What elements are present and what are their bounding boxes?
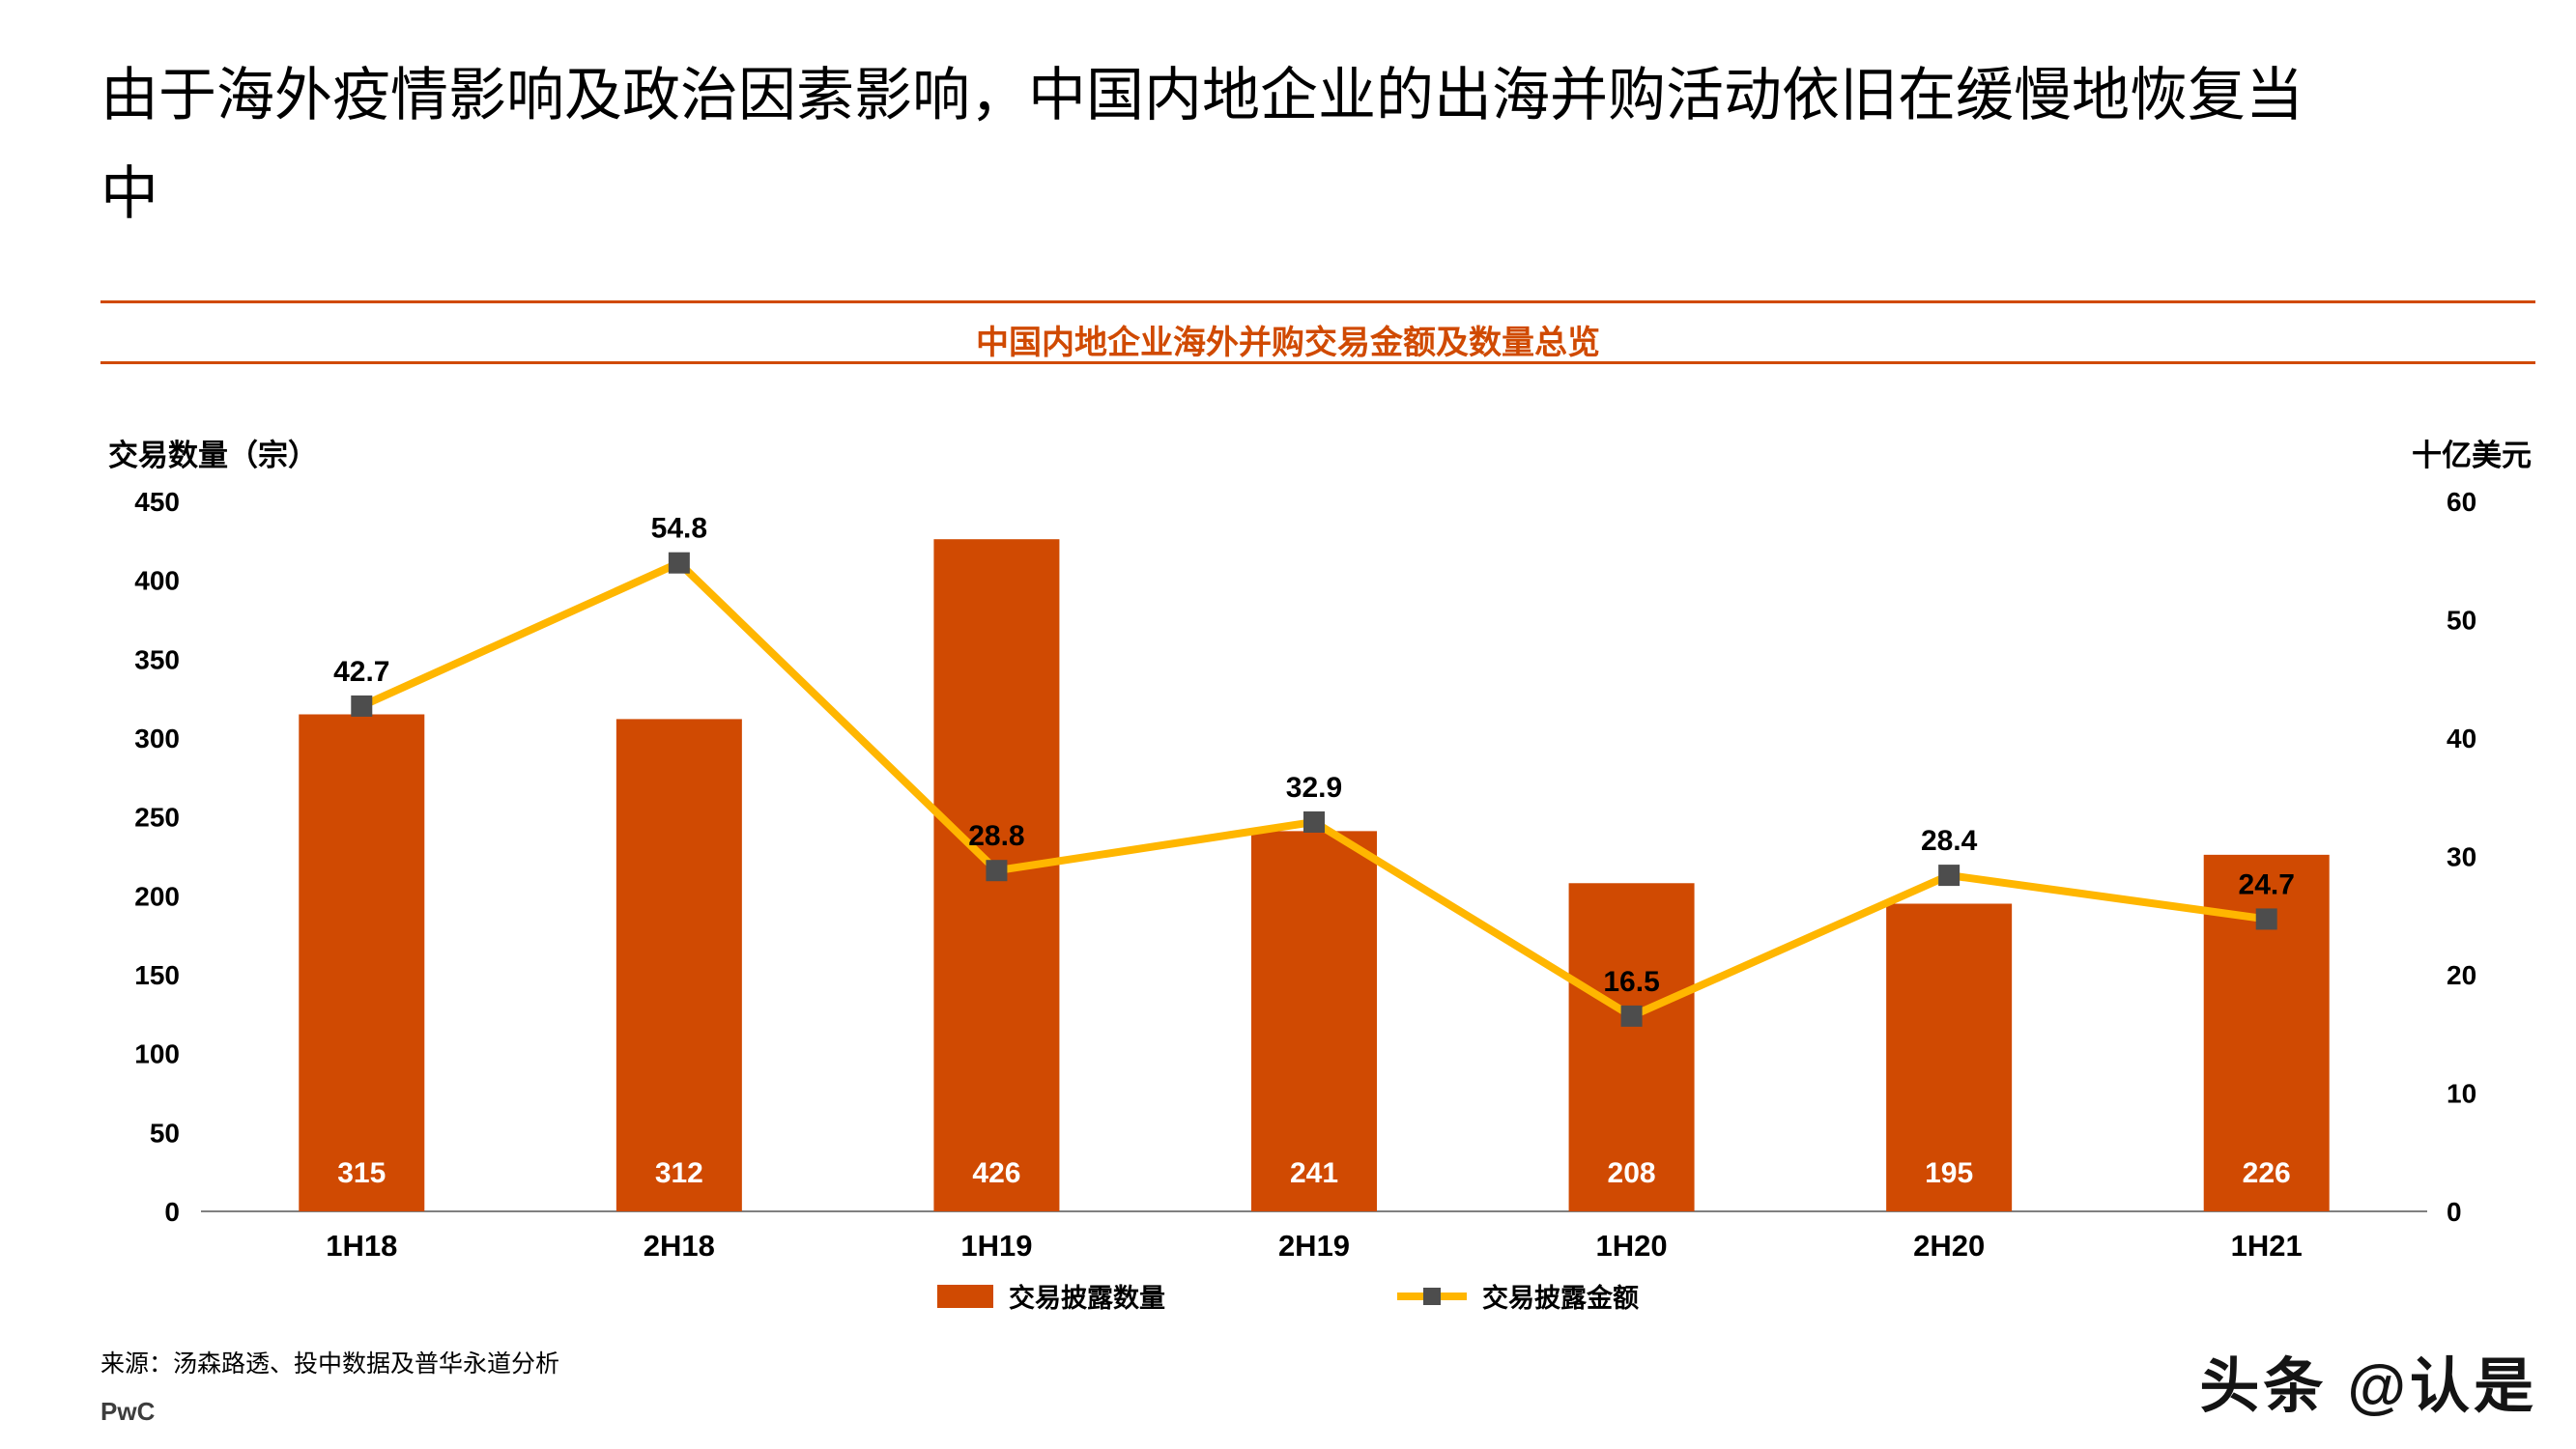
- bar-1H20: [1568, 883, 1695, 1211]
- x-category-label: 2H20: [1913, 1229, 1985, 1263]
- marker-1H20: [1620, 1005, 1643, 1027]
- x-category-label: 1H18: [326, 1229, 397, 1263]
- source-note: 来源：汤森路透、投中数据及普华永道分析: [100, 1350, 560, 1378]
- line-legend-swatch: [1397, 1287, 1467, 1305]
- left-axis-tick: 50: [150, 1118, 180, 1148]
- x-category-label: 1H21: [2231, 1229, 2303, 1263]
- pwc-logo: PwC: [100, 1397, 156, 1426]
- page-title: 由于海外疫情影响及政治因素影响，中国内地企业的出海并购活动依旧在缓慢地恢复当中: [100, 64, 2304, 226]
- divider-top: [100, 300, 2535, 303]
- x-category-label: 1H20: [1596, 1229, 1668, 1263]
- left-axis-tick: 200: [134, 881, 180, 911]
- legend: 交易披露数量 交易披露金额: [0, 1277, 2576, 1315]
- x-category-label: 2H19: [1278, 1229, 1350, 1263]
- left-axis-tick: 250: [134, 803, 180, 833]
- bar-value-label: 208: [1608, 1157, 1656, 1189]
- x-category-label: 1H19: [960, 1229, 1032, 1263]
- bar-2H18: [615, 719, 742, 1211]
- legend-label-line: 交易披露金额: [1482, 1284, 1639, 1313]
- left-axis-title: 交易数量（宗）: [108, 439, 318, 472]
- legend-item-bars: 交易披露数量: [937, 1277, 1165, 1315]
- bar-value-label: 315: [337, 1157, 386, 1189]
- line-value-label: 16.5: [1603, 966, 1659, 998]
- bar-value-label: 426: [972, 1157, 1020, 1189]
- right-axis-tick: 60: [2447, 487, 2476, 517]
- bar-1H18: [299, 714, 425, 1211]
- bar-2H19: [1251, 831, 1377, 1211]
- chart-title: 中国内地企业海外并购交易金额及数量总览: [976, 325, 1600, 361]
- divider-bottom: [100, 361, 2535, 364]
- left-axis-tick: 150: [134, 960, 180, 990]
- bar-legend-swatch: [937, 1284, 993, 1308]
- marker-2H18: [668, 552, 690, 574]
- line-value-label: 32.9: [1286, 772, 1342, 804]
- marker-2H19: [1303, 810, 1325, 833]
- marker-2H20: [1938, 865, 1961, 887]
- right-axis-tick: 20: [2447, 960, 2476, 990]
- bar-value-label: 241: [1290, 1157, 1338, 1189]
- left-axis-tick: 100: [134, 1039, 180, 1069]
- legend-item-line: 交易披露金额: [1397, 1277, 1639, 1315]
- line-value-label: 42.7: [333, 656, 389, 688]
- line-value-label: 24.7: [2239, 868, 2295, 900]
- left-axis-tick: 350: [134, 644, 180, 674]
- legend-label-bars: 交易披露数量: [1009, 1284, 1165, 1313]
- right-axis-tick: 40: [2447, 724, 2476, 753]
- x-category-label: 2H18: [644, 1229, 715, 1263]
- watermark: 头条 @认是: [2199, 1353, 2537, 1420]
- line-marker-swatch: [1423, 1287, 1441, 1305]
- marker-1H19: [986, 860, 1008, 882]
- right-axis-tick: 30: [2447, 842, 2476, 872]
- right-axis-tick: 10: [2447, 1079, 2476, 1109]
- bar-value-label: 226: [2243, 1157, 2291, 1189]
- line-value-label: 54.8: [651, 513, 707, 545]
- line-value-label: 28.4: [1921, 825, 1978, 857]
- line-value-label: 28.8: [968, 820, 1024, 852]
- right-axis-tick: 50: [2447, 606, 2476, 636]
- left-axis-tick: 400: [134, 566, 180, 596]
- bar-value-label: 195: [1925, 1157, 1973, 1189]
- bar-value-label: 312: [655, 1157, 703, 1189]
- left-axis-tick: 450: [134, 487, 180, 517]
- right-axis-tick: 0: [2447, 1197, 2462, 1227]
- marker-1H18: [351, 695, 373, 717]
- bar-2H20: [1886, 903, 2013, 1211]
- left-axis-tick: 0: [164, 1197, 180, 1227]
- right-axis-title: 十亿美元: [2412, 439, 2532, 472]
- left-axis-tick: 300: [134, 724, 180, 753]
- marker-1H21: [2255, 908, 2277, 930]
